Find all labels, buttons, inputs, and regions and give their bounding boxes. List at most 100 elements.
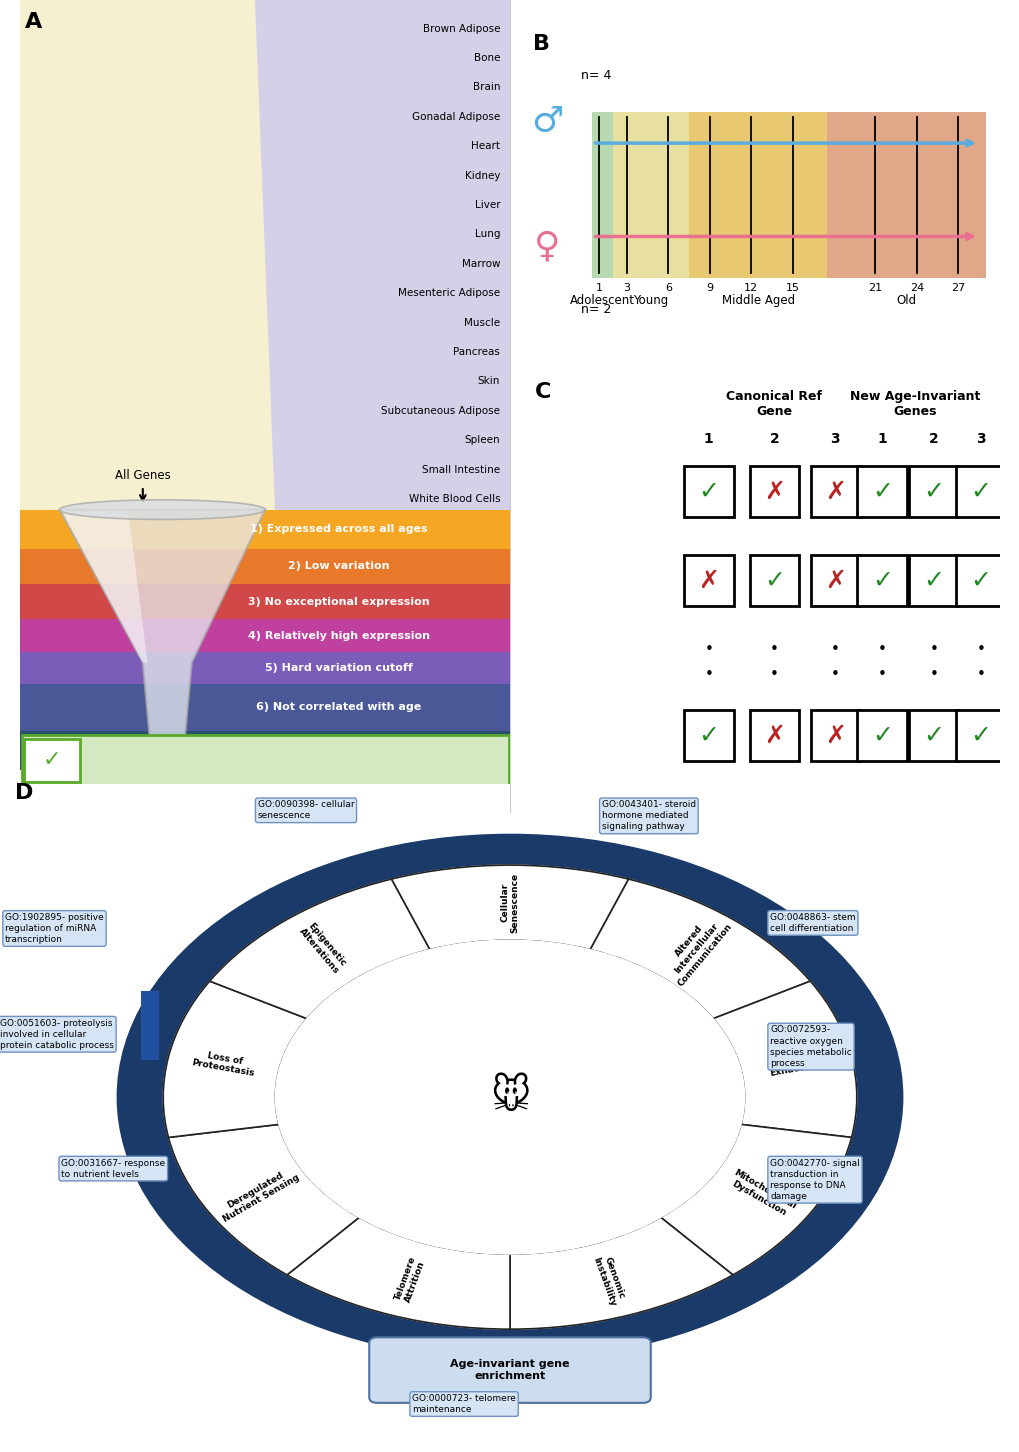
Text: 1) Expressed across all ages: 1) Expressed across all ages: [250, 524, 427, 534]
Text: ♀: ♀: [533, 229, 559, 264]
FancyBboxPatch shape: [683, 555, 733, 607]
Text: Adolescent: Adolescent: [570, 293, 635, 306]
Text: Marrow: Marrow: [462, 258, 499, 269]
Text: 🐭: 🐭: [489, 1077, 530, 1117]
Text: 21: 21: [867, 283, 881, 293]
Text: ✗: ✗: [824, 569, 845, 592]
Ellipse shape: [59, 499, 265, 520]
Text: Old: Old: [896, 293, 916, 306]
Text: 6: 6: [664, 283, 672, 293]
Text: •: •: [928, 642, 937, 658]
Text: Gonadal Adipose: Gonadal Adipose: [412, 112, 499, 122]
Text: Brown Adipose: Brown Adipose: [422, 23, 499, 33]
Text: 6) Not correlated with age: 6) Not correlated with age: [256, 703, 421, 713]
Text: ✗: ✗: [763, 479, 784, 504]
FancyBboxPatch shape: [810, 466, 859, 517]
Text: ✓: ✓: [698, 723, 718, 748]
Polygon shape: [20, 0, 275, 510]
Text: All Genes: All Genes: [115, 469, 170, 482]
Text: ✓: ✓: [871, 479, 892, 504]
Text: 3: 3: [623, 283, 630, 293]
Text: ✓: ✓: [871, 723, 892, 748]
FancyBboxPatch shape: [955, 710, 1005, 761]
Text: D: D: [15, 783, 34, 803]
Text: Psmd4: Psmd4: [173, 771, 210, 781]
Text: Mitochondrial
Dysfunction: Mitochondrial Dysfunction: [726, 1169, 796, 1220]
Text: ✗: ✗: [698, 569, 718, 592]
FancyBboxPatch shape: [908, 710, 958, 761]
Text: Rer1: Rer1: [423, 755, 449, 765]
Text: Middle Aged: Middle Aged: [720, 293, 794, 306]
Text: Telomere
Attrition: Telomere Attrition: [393, 1255, 427, 1305]
FancyBboxPatch shape: [21, 736, 508, 786]
Bar: [826, 112, 984, 277]
Text: 7) Var & Cor cutoff in 2nd
dataset: 7) Var & Cor cutoff in 2nd dataset: [258, 739, 419, 761]
Text: n= 2: n= 2: [581, 302, 611, 315]
Text: ✓: ✓: [43, 751, 61, 771]
Text: Fis1: Fis1: [180, 755, 203, 765]
Text: Pancreas: Pancreas: [452, 347, 499, 357]
Bar: [592, 112, 612, 277]
Circle shape: [275, 941, 744, 1255]
Text: GO:0031667- response
to nutrient levels: GO:0031667- response to nutrient levels: [61, 1159, 165, 1179]
Wedge shape: [163, 982, 307, 1137]
Text: Canonical Ref
Gene: Canonical Ref Gene: [726, 389, 821, 418]
Text: Subcutaneous Adipose: Subcutaneous Adipose: [381, 405, 499, 415]
FancyBboxPatch shape: [857, 710, 906, 761]
Wedge shape: [660, 1124, 851, 1275]
Text: 5) Hard variation cutoff: 5) Hard variation cutoff: [265, 664, 412, 674]
Text: GO:0072593-
reactive oxygen
species metabolic
process: GO:0072593- reactive oxygen species meta…: [769, 1025, 851, 1067]
FancyBboxPatch shape: [810, 710, 859, 761]
Text: A: A: [25, 12, 43, 32]
Text: GO:0051603- proteolysis
involved in cellular
protein catabolic process: GO:0051603- proteolysis involved in cell…: [0, 1019, 114, 1050]
Text: Epigenetic
Alterations: Epigenetic Alterations: [298, 921, 348, 976]
Text: Age-invariant gene
enrichment: Age-invariant gene enrichment: [449, 1359, 570, 1381]
FancyBboxPatch shape: [749, 466, 799, 517]
Text: GO:1902895- positive
regulation of miRNA
transcription: GO:1902895- positive regulation of miRNA…: [5, 913, 104, 944]
Text: GO:0000723- telomere
maintenance: GO:0000723- telomere maintenance: [412, 1394, 516, 1414]
Text: Bone: Bone: [473, 52, 499, 62]
Text: ✓: ✓: [969, 723, 990, 748]
FancyBboxPatch shape: [749, 710, 799, 761]
Text: ✓: ✓: [922, 479, 944, 504]
Text: Age-Invariant
Genes: Age-Invariant Genes: [49, 748, 119, 768]
FancyBboxPatch shape: [908, 555, 958, 607]
Text: 15: 15: [785, 283, 799, 293]
Bar: [20, 549, 510, 584]
Text: ✓: ✓: [871, 569, 892, 592]
Polygon shape: [255, 0, 510, 510]
Text: Small Intestine: Small Intestine: [422, 465, 499, 475]
Text: Cellular
Senescence: Cellular Senescence: [499, 873, 520, 932]
Text: •: •: [928, 666, 937, 682]
Text: 12: 12: [744, 283, 757, 293]
Text: Gemin7: Gemin7: [415, 741, 458, 749]
Text: ✓: ✓: [969, 479, 990, 504]
Text: ✓: ✓: [969, 569, 990, 592]
Text: 1110004F10Rik: 1110004F10Rik: [148, 741, 235, 749]
Text: Loss of
Proteostasis: Loss of Proteostasis: [191, 1048, 257, 1079]
Text: 4) Relatively high expression: 4) Relatively high expression: [248, 630, 429, 640]
Text: 1: 1: [876, 431, 887, 446]
Text: Stem Cell
Exhaustion: Stem Cell Exhaustion: [766, 1048, 825, 1077]
Text: B: B: [533, 35, 549, 54]
Text: Lung: Lung: [474, 229, 499, 240]
Text: •: •: [975, 642, 984, 658]
Wedge shape: [510, 1217, 733, 1329]
Text: White Blood Cells: White Blood Cells: [409, 494, 499, 504]
Wedge shape: [210, 878, 429, 1019]
Text: 2: 2: [928, 431, 937, 446]
Bar: [141, 992, 159, 1060]
FancyBboxPatch shape: [810, 555, 859, 607]
Text: Genomic
Instability: Genomic Instability: [591, 1252, 627, 1308]
Text: Srp14: Srp14: [420, 771, 452, 781]
Wedge shape: [168, 1124, 359, 1275]
Text: GO:0042770- signal
transduction in
response to DNA
damage: GO:0042770- signal transduction in respo…: [769, 1159, 859, 1201]
Text: •: •: [830, 642, 839, 658]
Bar: [20, 652, 510, 684]
Bar: [20, 730, 510, 770]
Text: 9: 9: [705, 283, 712, 293]
Text: •: •: [703, 642, 712, 658]
Text: ✓: ✓: [922, 723, 944, 748]
Text: •: •: [769, 642, 779, 658]
Bar: [20, 620, 510, 652]
